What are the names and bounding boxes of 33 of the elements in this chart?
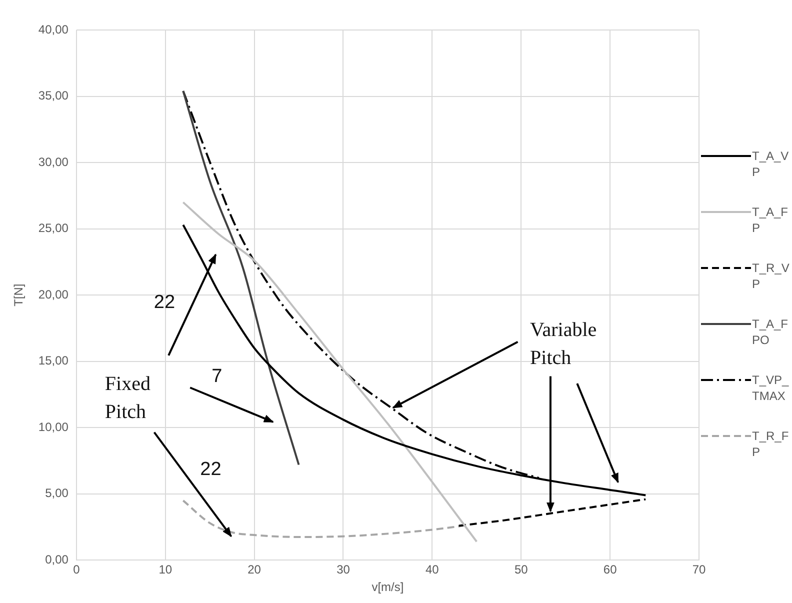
legend-label: T_VP_ TMAX: [752, 372, 790, 404]
legend-label: T_A_F PO: [752, 316, 790, 348]
annotation: 7: [212, 366, 222, 388]
y-tick-label: 30,00: [38, 154, 69, 169]
y-tick-label: 15,00: [38, 354, 69, 368]
y-tick-label: 10,00: [38, 420, 69, 434]
y-tick-label: 25,00: [38, 221, 69, 236]
y-tick-label: 20,00: [38, 287, 69, 302]
x-tick-label: 10: [158, 562, 172, 577]
legend-label: T_A_F P: [752, 204, 790, 236]
x-axis-title: v[m/s]: [372, 580, 404, 594]
y-tick-label: 40,00: [38, 22, 69, 36]
line-series: [458, 498, 647, 527]
annotation: Variable Pitch: [530, 318, 598, 372]
x-tick-label: 30: [336, 562, 350, 577]
y-tick-label: 0,00: [45, 552, 69, 567]
y-axis-title: T[N]: [12, 284, 26, 306]
x-tick-label: 60: [603, 562, 618, 577]
y-tick-label: 35,00: [38, 88, 69, 103]
annotation: 22: [200, 459, 222, 482]
x-tick-label: 70: [692, 562, 706, 577]
x-tick-label: 20: [248, 562, 262, 577]
x-tick-label: 50: [514, 562, 528, 577]
legend-label: T_R_V P: [752, 260, 790, 292]
x-tick-label: 0: [73, 562, 80, 577]
legend-label: T_A_V P: [752, 148, 790, 180]
annotation: 22: [154, 292, 176, 314]
y-tick-label: 5,00: [45, 486, 69, 500]
annotation: Fixed Pitch: [104, 372, 152, 426]
x-tick-label: 40: [426, 562, 440, 577]
line-series: [182, 500, 464, 538]
line-series: [182, 201, 478, 543]
legend-label: T_R_F P: [752, 428, 790, 460]
